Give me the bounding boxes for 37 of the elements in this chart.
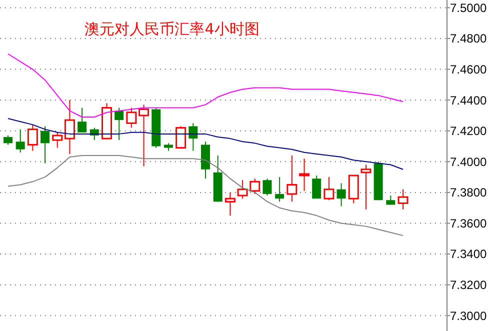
candlestick xyxy=(262,178,272,196)
y-tick-label: 7.3200 xyxy=(450,278,488,292)
candlestick xyxy=(4,134,12,146)
candlestick xyxy=(386,195,396,206)
candlestick xyxy=(126,107,137,128)
candlestick xyxy=(188,122,198,152)
candlestick xyxy=(299,158,310,192)
y-tick-label: 7.4600 xyxy=(450,62,488,76)
y-tick-label: 7.3400 xyxy=(450,247,488,262)
y-tick-label: 7.3600 xyxy=(450,216,488,230)
y-tick-label: 7.4400 xyxy=(450,93,488,108)
y-tick-label: 7.3800 xyxy=(450,186,488,200)
y-tick-label: 7.4000 xyxy=(450,154,488,169)
candlestick xyxy=(348,174,359,204)
y-tick-label: 7.4800 xyxy=(450,32,488,46)
candlestick xyxy=(16,128,25,153)
candlestick xyxy=(275,176,284,202)
candlestick xyxy=(224,192,236,216)
text: 澳元对人民币汇率4小时图 xyxy=(84,20,260,38)
candlestick xyxy=(114,107,124,141)
candlestick xyxy=(312,175,322,200)
line-series xyxy=(8,118,404,170)
candlestick xyxy=(336,182,346,207)
candlestick xyxy=(27,124,38,152)
y-tick-label: 7.3000 xyxy=(450,308,488,323)
candlestick xyxy=(176,126,186,149)
candlestick xyxy=(286,154,298,202)
candlestick xyxy=(40,126,50,164)
y-tick-label: 7.5000 xyxy=(450,0,488,15)
candlestick xyxy=(398,188,408,210)
candlestick xyxy=(78,107,87,133)
candlestick xyxy=(360,164,372,210)
y-tick-label: 7.4200 xyxy=(450,124,488,138)
candlestick xyxy=(324,176,334,201)
candlestick xyxy=(138,104,150,167)
candlestick xyxy=(64,100,75,154)
candlestick xyxy=(52,132,63,148)
